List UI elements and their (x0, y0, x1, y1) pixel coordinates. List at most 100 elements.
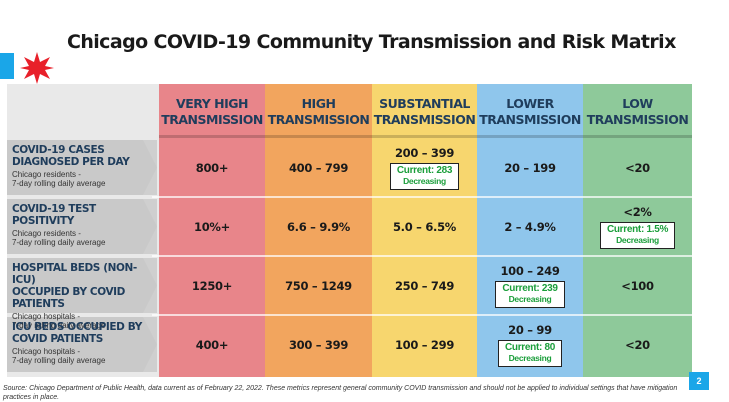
matrix-cell: 20 – 99 Current: 80 Decreasing (477, 315, 583, 374)
source-footnote: Source: Chicago Department of Public Hea… (3, 385, 678, 401)
column-header-line: TRANSMISSION (586, 112, 689, 127)
row-subtitle-line: Chicago residents - (12, 170, 81, 179)
accent-tab (0, 53, 14, 79)
column-header-line: TRANSMISSION (161, 112, 263, 127)
row-separator (152, 314, 692, 316)
row-subtitle-line: 7-day rolling daily average (12, 356, 106, 365)
current-value: Current: 239 (502, 282, 558, 294)
row-title-line: ICU BEDS OCCUPIED BY (12, 321, 142, 333)
current-value: Current: 1.5% (606, 223, 669, 235)
column-header: LOWER TRANSMISSION (477, 90, 583, 134)
matrix-cell: 5.0 – 6.5% (372, 197, 477, 256)
row-subtitle-line: Chicago hospitals - (12, 347, 81, 356)
row-label-band (7, 258, 157, 313)
current-trend: Decreasing (508, 352, 552, 363)
matrix-cell: 100 – 249 Current: 239 Decreasing (477, 256, 583, 315)
matrix-cell: 800+ (159, 138, 265, 197)
row-subtitle-line: 7-day rolling daily average (12, 179, 106, 188)
column-header-line: LOW (622, 96, 653, 111)
row-separator (152, 255, 692, 257)
column-header: VERY HIGH TRANSMISSION (159, 90, 265, 134)
threshold-value: 5.0 – 6.5% (392, 219, 457, 234)
current-value-box: Current: 1.5% Decreasing (599, 221, 676, 249)
matrix-cell: <20 (583, 315, 692, 374)
row-label: ICU BEDS OCCUPIED BY COVID PATIENTS Chicag… (12, 321, 152, 365)
slide-title: Chicago COVID-19 Community Transmission … (67, 31, 676, 53)
threshold-value: 200 – 399 (394, 145, 455, 160)
row-title: ICU BEDS OCCUPIED BY COVID PATIENTS (12, 321, 152, 345)
chicago-star-icon (20, 52, 54, 84)
threshold-value: 100 – 249 (500, 263, 560, 278)
column-substantial: SUBSTANTIAL TRANSMISSION (372, 84, 477, 377)
threshold-value: <100 (621, 278, 654, 293)
current-trend: Decreasing (616, 234, 659, 245)
matrix-cell: <2% Current: 1.5% Decreasing (583, 197, 692, 256)
row-subtitle-line: Chicago residents - (12, 229, 81, 238)
row-title-line: HOSPITAL BEDS (NON-ICU) (12, 262, 137, 286)
column-header-line: TRANSMISSION (373, 112, 476, 127)
column-very-high: VERY HIGH TRANSMISSION (159, 84, 265, 377)
threshold-value: 400+ (195, 337, 229, 352)
threshold-value: 250 – 749 (394, 278, 455, 293)
row-title: COVID-19 CASES DIAGNOSED PER DAY (12, 144, 152, 168)
column-header-line: LOWER (506, 96, 554, 111)
row-arrow-shape (7, 317, 157, 372)
column-rule (159, 135, 265, 138)
row-subtitle: Chicago hospitals -7-day rolling daily a… (12, 312, 152, 330)
row-title-line: COVID-19 TEST POSITIVITY (12, 203, 96, 227)
matrix-cell: 20 – 199 (477, 138, 583, 197)
row-title: COVID-19 TEST POSITIVITY (12, 203, 152, 227)
row-arrow-shape (7, 258, 157, 313)
threshold-value: 20 – 99 (508, 322, 552, 337)
row-title-line: DIAGNOSED PER DAY (12, 156, 130, 168)
matrix-cell: 400 – 799 (265, 138, 372, 197)
matrix-cell: 250 – 749 (372, 256, 477, 315)
threshold-value: 800+ (195, 160, 229, 175)
current-trend: Decreasing (508, 293, 552, 304)
row-title-line: COVID PATIENTS (12, 333, 103, 345)
row-title-line: OCCUPIED BY COVID PATIENTS (12, 286, 125, 310)
row-arrow-shape (7, 199, 157, 254)
row-title-line: COVID-19 CASES (12, 144, 105, 156)
column-rule (265, 135, 372, 138)
column-rule (372, 135, 477, 138)
threshold-value: <20 (625, 160, 650, 175)
row-subtitle-line: 7-day rolling daily average (12, 321, 106, 330)
current-value-box: Current: 239 Decreasing (495, 280, 565, 308)
column-header: LOW TRANSMISSION (583, 90, 692, 134)
threshold-value: 750 – 1249 (285, 278, 352, 293)
column-header-line: TRANSMISSION (479, 112, 581, 127)
current-trend: Decreasing (403, 175, 446, 186)
column-rule (583, 135, 692, 138)
matrix-cell: 1250+ (159, 256, 265, 315)
matrix-cell: 2 – 4.9% (477, 197, 583, 256)
column-header: HIGH TRANSMISSION (265, 90, 372, 134)
column-rule (477, 135, 583, 138)
column-header-line: HIGH (301, 96, 336, 111)
column-high: HIGH TRANSMISSION (265, 84, 372, 377)
threshold-value: 300 – 399 (288, 337, 349, 352)
row-label: COVID-19 TEST POSITIVITY Chicago resident… (12, 203, 152, 247)
matrix-cell: 400+ (159, 315, 265, 374)
row-subtitle: Chicago hospitals -7-day rolling daily a… (12, 347, 152, 365)
page-number: 2 (689, 372, 709, 390)
matrix-cell: 6.6 – 9.9% (265, 197, 372, 256)
threshold-value: 6.6 – 9.9% (286, 219, 351, 234)
threshold-value: <20 (625, 337, 650, 352)
current-value: Current: 80 (504, 341, 556, 353)
threshold-value: 2 – 4.9% (504, 219, 556, 234)
row-label-band (7, 317, 157, 372)
risk-matrix: VERY HIGH TRANSMISSION HIGH TRANSMISSION SUB… (7, 84, 692, 377)
row-subtitle: Chicago residents -7-day rolling daily a… (12, 170, 152, 188)
current-value-box: Current: 283 Decreasing (389, 162, 460, 190)
matrix-cell: 10%+ (159, 197, 265, 256)
threshold-value: 100 – 299 (394, 337, 455, 352)
matrix-cell: 300 – 399 (265, 315, 372, 374)
column-header-line: VERY HIGH (176, 96, 248, 111)
column-header-line: SUBSTANTIAL (379, 96, 470, 111)
matrix-cell: 750 – 1249 (265, 256, 372, 315)
row-label-band (7, 140, 157, 195)
row-subtitle: Chicago residents -7-day rolling daily a… (12, 229, 152, 247)
column-lower: LOWER TRANSMISSION (477, 84, 583, 377)
row-subtitle-line: 7-day rolling daily average (12, 238, 106, 247)
